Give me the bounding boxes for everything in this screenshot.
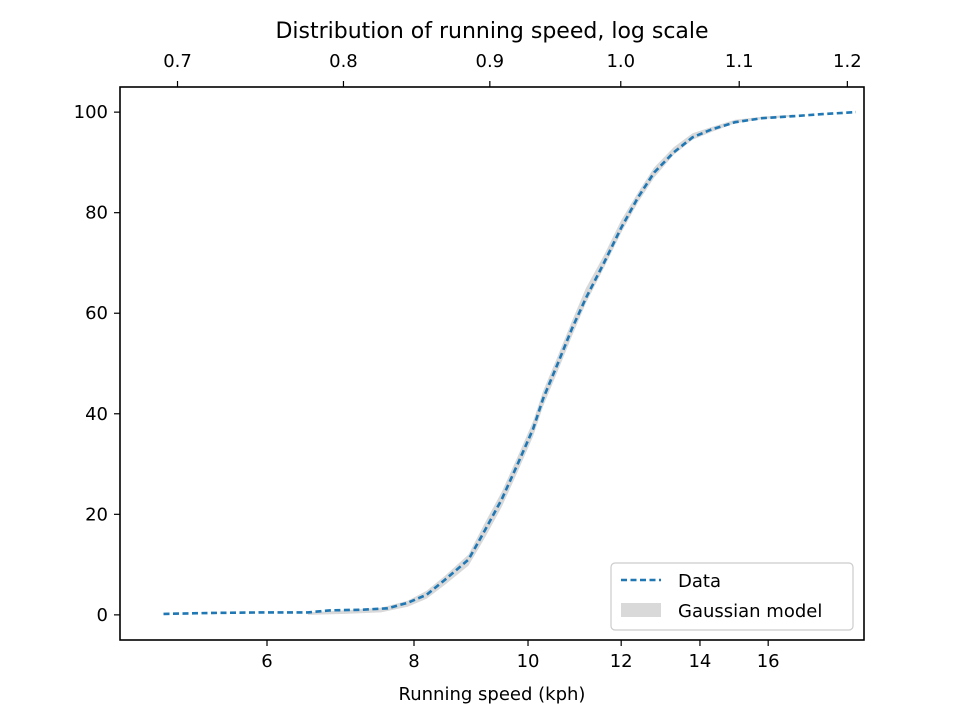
model-band: [307, 114, 794, 615]
top-tick-label: 0.9: [476, 51, 505, 72]
x-axis-label: Running speed (kph): [399, 684, 586, 705]
x-tick-label: 14: [688, 651, 711, 672]
legend-box: [610, 562, 854, 631]
top-tick-label: 1.1: [725, 51, 754, 72]
top-tick-label: 0.7: [163, 51, 192, 72]
y-tick-label: 0: [97, 605, 108, 626]
y-tick-label: 80: [85, 203, 108, 224]
y-tick-label: 40: [85, 404, 108, 425]
x-tick-label: 10: [517, 651, 540, 672]
x-tick-label: 12: [610, 651, 633, 672]
legend: Data Gaussian model: [610, 562, 854, 631]
data-line-layer: [163, 110, 857, 616]
legend-model-swatch: [621, 603, 661, 617]
y-tick-label: 60: [85, 303, 108, 324]
x-tick-label: 8: [408, 651, 419, 672]
model-band-layer: [307, 114, 794, 615]
axes-frame: [119, 86, 865, 641]
x-axis-ticks: 6 8 10 12 14 16: [261, 640, 780, 672]
legend-data-label: Data: [678, 571, 721, 592]
legend-model-label: Gaussian model: [678, 601, 822, 622]
x-tick-label: 16: [757, 651, 780, 672]
top-axis-ticks: 0.7 0.8 0.9 1.0 1.1 1.2: [163, 51, 862, 87]
y-tick-label: 20: [85, 504, 108, 525]
chart-title: Distribution of running speed, log scale: [275, 19, 708, 44]
y-axis-ticks: 0 20 40 60 80 100: [74, 102, 120, 626]
top-tick-label: 1.0: [606, 51, 635, 72]
top-tick-label: 1.2: [833, 51, 862, 72]
x-tick-label: 6: [261, 651, 272, 672]
data-line: [163, 110, 857, 616]
y-tick-label: 100: [74, 102, 108, 123]
top-tick-label: 0.8: [329, 51, 358, 72]
